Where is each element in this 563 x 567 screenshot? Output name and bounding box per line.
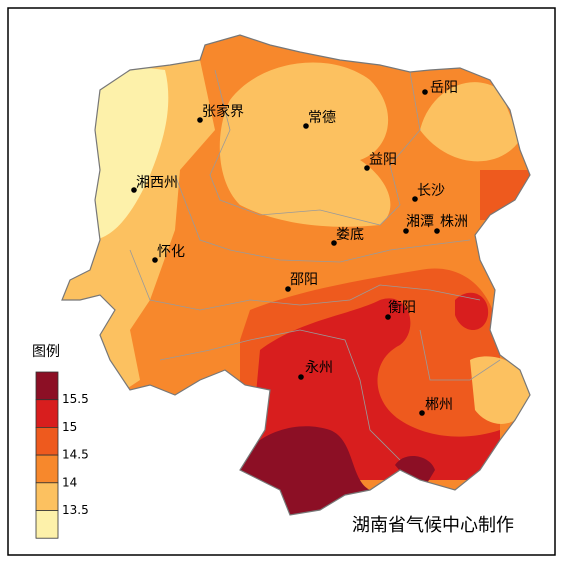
city-label: 邵阳 <box>290 272 318 288</box>
city-label: 湘西州 <box>136 175 178 191</box>
city-dot <box>422 89 428 95</box>
legend-label: 14.5 <box>62 448 89 462</box>
city-dot <box>152 257 158 263</box>
city-dot <box>331 240 337 246</box>
city-label: 娄底 <box>336 227 364 243</box>
city-dot <box>434 228 440 234</box>
legend-swatch <box>35 371 59 401</box>
city-label: 株洲 <box>440 214 468 230</box>
city-dot <box>412 196 418 202</box>
city-dot <box>385 314 391 320</box>
legend-label: 14 <box>62 475 77 489</box>
legend-label: 13.5 <box>62 503 89 517</box>
legend-swatch <box>35 399 59 428</box>
city-dot <box>131 187 137 193</box>
legend-swatch <box>35 510 59 539</box>
city-dot <box>364 165 370 171</box>
legend-swatch <box>35 426 59 456</box>
city-dot <box>419 410 425 416</box>
zone <box>455 292 489 330</box>
city-label: 益阳 <box>369 152 397 168</box>
county-boundaries <box>129 69 501 461</box>
zone <box>470 356 530 424</box>
legend: 15.5 15 14.5 14 13.5 <box>35 371 89 539</box>
credit: 湖南省气候中心制作 <box>352 515 514 536</box>
zone <box>219 62 391 227</box>
city-label: 衡阳 <box>388 300 416 316</box>
city-label: 永州 <box>305 360 333 376</box>
legend-swatch <box>35 454 59 484</box>
city-label: 湘潭 <box>406 213 434 230</box>
city-label: 郴州 <box>425 397 453 413</box>
city-label: 长沙 <box>417 183 445 199</box>
city-label: 岳阳 <box>430 80 458 96</box>
legend-title: 图例 <box>32 344 60 360</box>
zone <box>420 82 520 162</box>
legend-swatch <box>35 482 59 511</box>
city-dot <box>298 374 304 380</box>
city-dot <box>403 228 409 234</box>
zone <box>80 60 169 240</box>
city-label: 怀化 <box>157 244 185 260</box>
city-label: 常德 <box>308 110 336 126</box>
city-label: 张家界 <box>202 103 244 120</box>
city-dot <box>303 123 309 129</box>
legend-label: 15.5 <box>62 392 89 406</box>
legend-label: 15 <box>62 420 77 434</box>
cities: 张家界 常德 岳阳益阳湘西州长沙湘潭 株洲娄底怀化邵阳衡阳永州郴州 <box>131 80 468 416</box>
city-dot <box>197 117 203 123</box>
city-dot <box>285 286 291 292</box>
